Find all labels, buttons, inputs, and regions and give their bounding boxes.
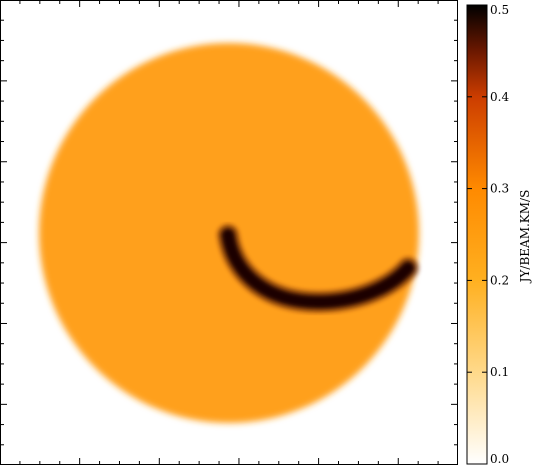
colorbar-gradient bbox=[466, 4, 488, 465]
colorbar: 0.0 0.1 0.2 0.3 0.4 0.5 JY/BEAM.KM/S bbox=[466, 3, 532, 466]
colorbar-tick-label: 0.5 bbox=[490, 3, 509, 17]
plot-ticks bbox=[0, 0, 458, 465]
colorbar-ticks: 0.0 0.1 0.2 0.3 0.4 0.5 bbox=[467, 3, 509, 466]
plot-frame bbox=[0, 0, 458, 465]
colorbar-tick-label: 0.3 bbox=[490, 182, 509, 196]
colorbar-tick-label: 0.1 bbox=[490, 365, 509, 379]
colorbar-label: JY/BEAM.KM/S bbox=[518, 190, 532, 285]
colorbar-tick-label: 0.4 bbox=[490, 90, 509, 104]
arc-feature bbox=[221, 228, 415, 309]
colorbar-tick-label: 0.2 bbox=[490, 273, 509, 287]
colorbar-tick-label: 0.0 bbox=[490, 452, 509, 466]
plot-area bbox=[0, 0, 458, 465]
